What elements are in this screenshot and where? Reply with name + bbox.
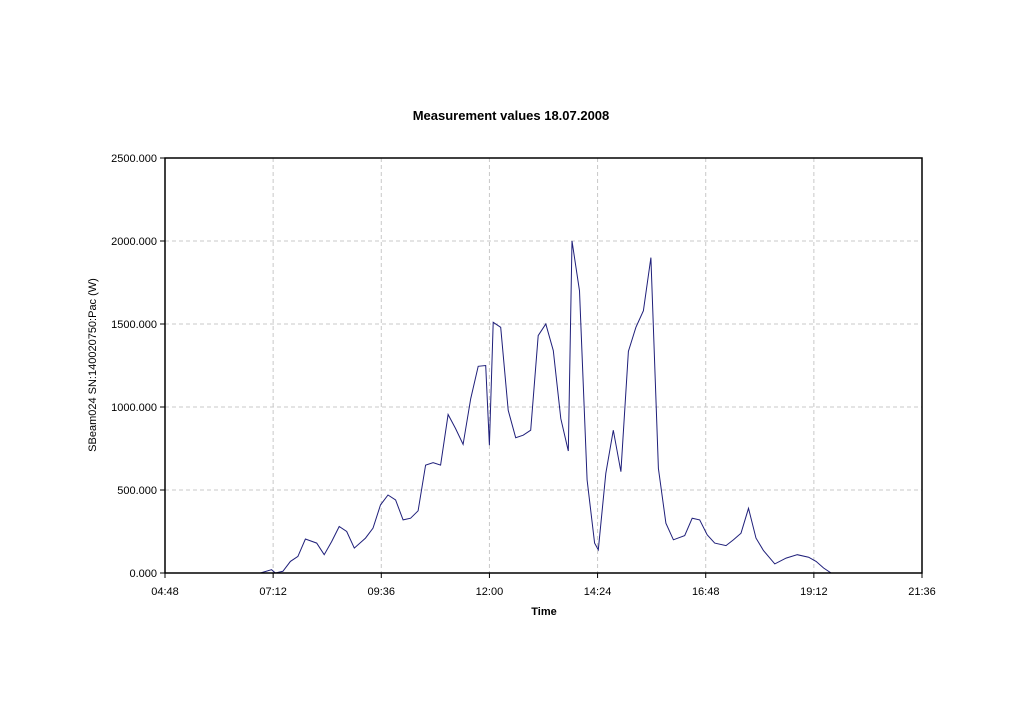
y-tick-label: 2000.000 [111,236,157,248]
x-tick-label: 12:00 [476,586,504,598]
x-tick-labels: 04:48 07:12 09:36 12:00 14:24 16:48 19:12 21:36 [151,586,936,598]
y-tick-label: 1500.000 [111,319,157,331]
chart-title: Measurement values 18.07.2008 [413,108,610,123]
plot-frame [164,157,923,574]
x-tick-label: 19:12 [800,586,828,598]
data-series-line [260,240,854,574]
grid-lines [165,158,922,573]
x-tick-label: 21:36 [908,586,936,598]
x-tick-label: 04:48 [151,586,179,598]
y-tick-label: 500.000 [117,485,157,497]
x-tick-label: 09:36 [368,586,396,598]
x-axis-label: Time [531,606,556,618]
x-tick-label: 16:48 [692,586,720,598]
y-tick-label: 2500.000 [111,153,157,165]
y-tick-label: 1000.000 [111,402,157,414]
y-axis-label: SBeam024 SN:140020750:Pac (W) [87,278,99,452]
y-tick-label: 0.000 [129,568,157,580]
x-tick-label: 07:12 [259,586,287,598]
tick-marks [160,157,923,578]
y-tick-labels: 0.000 500.000 1000.000 1500.000 2000.000 2500… [111,153,157,580]
x-tick-label: 14:24 [584,586,612,598]
